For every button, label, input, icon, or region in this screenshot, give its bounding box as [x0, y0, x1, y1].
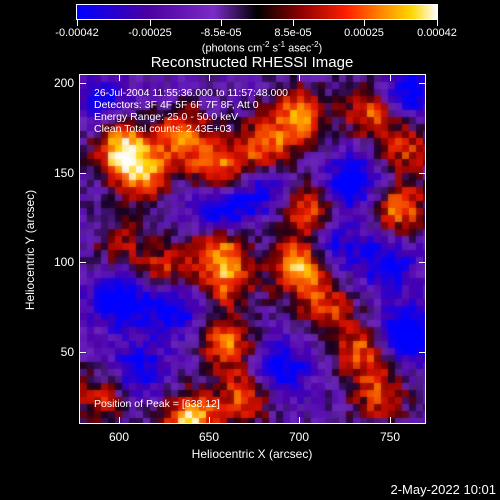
colorbar-tick	[221, 20, 222, 26]
colorbar-tick-label: 0.00042	[417, 27, 457, 39]
annotation-time-range: 26-Jul-2004 11:55:36.000 to 11:57:48.000	[94, 87, 289, 99]
y-axis-tick	[419, 352, 425, 353]
colorbar-tick-label: -0.00025	[128, 27, 172, 39]
chart-title: Reconstructed RHESSI Image	[150, 54, 354, 71]
x-axis-tick	[209, 417, 210, 423]
y-axis-tick	[80, 83, 86, 84]
y-axis-tick	[80, 173, 86, 174]
x-axis-tick	[299, 417, 300, 423]
x-axis-tick-label: 600	[108, 430, 130, 444]
colorbar-tick	[150, 20, 151, 26]
x-axis-title: Heliocentric X (arcsec)	[191, 447, 313, 461]
x-axis-tick	[119, 417, 120, 423]
colorbar-units: (photons cm-2 s-1 asec-2)	[201, 40, 323, 55]
x-axis-tick	[390, 417, 391, 423]
annotation-detectors: Detectors: 3F 4F 5F 6F 7F 8F, Att 0	[94, 99, 259, 111]
x-axis-tick-label: 650	[198, 430, 220, 444]
x-axis-tick	[209, 75, 210, 81]
plot-timestamp: 2-May-2022 10:01	[390, 482, 496, 497]
colorbar-tick	[77, 20, 78, 26]
rhessi-heatmap	[80, 75, 425, 423]
annotation-peak-position: Position of Peak = [638,12]	[94, 398, 220, 410]
y-axis-title: Heliocentric Y (arcsec)	[23, 189, 37, 311]
y-axis-tick	[419, 173, 425, 174]
annotation-energy-range: Energy Range: 25.0 - 50.0 keV	[94, 111, 239, 123]
y-axis-tick-label: 50	[60, 345, 74, 359]
x-axis-tick-label: 750	[379, 430, 401, 444]
x-axis-tick	[299, 75, 300, 81]
image-plot-area: 26-Jul-2004 11:55:36.000 to 11:57:48.000…	[79, 74, 426, 424]
x-axis-tick-label: 700	[288, 430, 310, 444]
x-axis-tick	[390, 75, 391, 81]
y-axis-tick-label: 200	[53, 76, 74, 90]
colorbar-tick-label: 8.5e-05	[274, 27, 312, 39]
x-axis-tick	[119, 75, 120, 81]
y-axis-tick	[419, 262, 425, 263]
colorbar-gradient	[77, 5, 437, 19]
y-axis-tick-label: 100	[53, 255, 74, 269]
y-axis-tick	[419, 83, 425, 84]
colorbar	[76, 4, 438, 20]
colorbar-tick-label: 0.00025	[344, 27, 384, 39]
y-axis-tick-label: 150	[53, 166, 74, 180]
annotation-total-counts: Clean Total counts: 2.43E+03	[94, 123, 232, 135]
colorbar-tick-label: -0.00042	[55, 27, 99, 39]
y-axis-tick	[80, 352, 86, 353]
y-axis-tick	[80, 262, 86, 263]
colorbar-tick	[437, 20, 438, 26]
colorbar-tick-label: -8.5e-05	[200, 27, 242, 39]
colorbar-tick	[293, 20, 294, 26]
colorbar-tick	[364, 20, 365, 26]
